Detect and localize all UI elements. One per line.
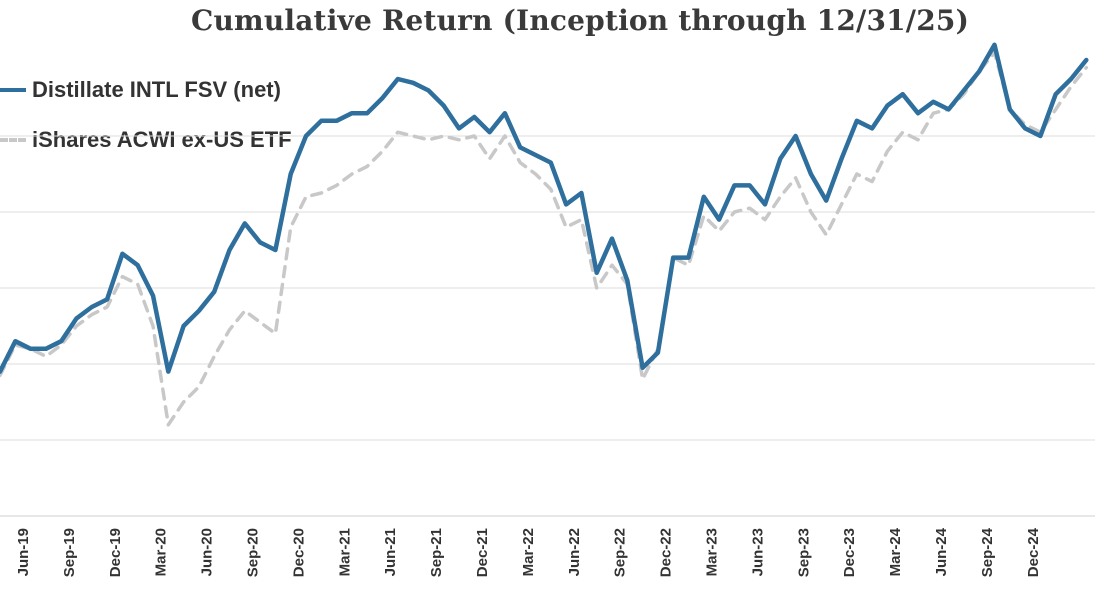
x-tick-label: Jun-19: [15, 528, 32, 576]
x-tick-label: Dec-21: [474, 528, 491, 577]
x-tick-label: Mar-22: [520, 528, 537, 576]
x-tick-label: Dec-24: [1025, 527, 1042, 577]
x-tick-label: Sep-19: [61, 528, 78, 577]
x-tick-label: Mar-24: [887, 527, 904, 576]
chart-title: Cumulative Return (Inception through 12/…: [190, 4, 970, 37]
legend-item-distillate: Distillate INTL FSV (net): [0, 75, 281, 105]
x-tick-label: Dec-19: [107, 528, 124, 577]
x-tick-label: Jun-21: [382, 528, 399, 576]
x-tick-label: Sep-21: [428, 528, 445, 577]
x-tick-label: Sep-22: [612, 528, 629, 577]
x-tick-label: Mar-21: [336, 528, 353, 576]
x-tick-label: Dec-23: [841, 528, 858, 577]
series-lines: [0, 42, 1089, 427]
x-tick-label: Sep-20: [244, 528, 261, 577]
legend-item-ishares: iShares ACWI ex-US ETF: [0, 125, 292, 155]
legend-label-ishares: iShares ACWI ex-US ETF: [32, 127, 292, 152]
x-tick-label: Sep-24: [979, 527, 996, 577]
x-tick-label: Sep-23: [795, 528, 812, 577]
legend-swatch-solid: [0, 88, 26, 92]
x-tick-label: Mar-20: [153, 528, 170, 576]
x-tick-label: Dec-20: [290, 528, 307, 577]
x-tick-label: Jun-22: [566, 528, 583, 576]
x-tick-label: Dec-22: [658, 528, 675, 577]
x-tick-label: Jun-23: [749, 528, 766, 576]
x-tick-label: Mar-23: [703, 528, 720, 576]
series-line-distillate: [0, 42, 1089, 374]
legend-label-distillate: Distillate INTL FSV (net): [32, 77, 281, 102]
x-axis-tick-labels: Jun-19 Sep-19 Dec-19 Mar-20 Jun-20 Sep-20 Dec-…: [15, 527, 1042, 577]
gridlines: [0, 135, 1095, 517]
x-tick-label: Jun-20: [199, 528, 216, 576]
legend-swatch-dashed: [0, 138, 26, 142]
series-line-ishares: [0, 50, 1089, 427]
x-tick-label: Jun-24: [933, 527, 950, 576]
